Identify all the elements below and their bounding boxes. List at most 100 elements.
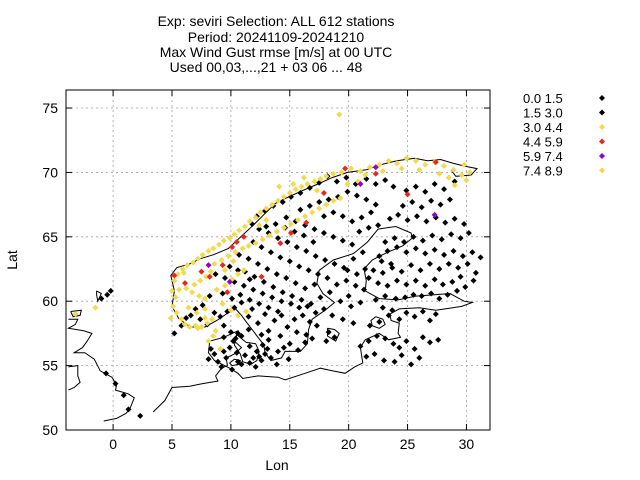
data-point-s0-59 <box>275 348 281 355</box>
data-point-s0-82 <box>411 345 418 352</box>
data-point-s0-237 <box>310 238 317 245</box>
data-point-s2-20 <box>263 205 270 212</box>
data-point-s3-0 <box>171 272 178 279</box>
data-point-s2-93 <box>300 174 307 181</box>
data-point-s2-76 <box>239 245 246 252</box>
data-point-s0-137 <box>464 260 471 267</box>
legend-label-0: 0.0 1.5 <box>523 91 563 106</box>
data-point-s0-194 <box>279 199 286 206</box>
data-point-s0-172 <box>418 204 425 211</box>
data-point-s0-100 <box>426 317 433 324</box>
data-point-s2-111 <box>230 258 237 265</box>
data-point-s0-263 <box>260 278 267 285</box>
data-point-s0-269 <box>317 294 324 301</box>
data-point-s0-232 <box>330 209 337 216</box>
data-point-s0-70 <box>303 331 310 338</box>
data-point-s2-49 <box>172 294 179 301</box>
data-point-s3-12 <box>342 165 349 172</box>
data-point-s0-133 <box>426 260 433 267</box>
data-point-s0-177 <box>412 183 419 190</box>
data-point-s2-113 <box>263 217 270 224</box>
data-point-s4-0 <box>205 262 212 269</box>
data-point-s0-158 <box>448 231 455 238</box>
data-point-s0-238 <box>300 232 307 239</box>
x-tick-label-0: 0 <box>109 436 117 452</box>
data-point-s0-304 <box>357 299 364 306</box>
data-point-s0-49 <box>252 363 259 370</box>
legend-label-3: 4.4 5.9 <box>523 135 563 150</box>
data-point-s0-254 <box>292 280 299 287</box>
coastline-path-7 <box>70 309 82 318</box>
data-point-s4-1 <box>226 278 233 285</box>
data-point-s2-30 <box>323 173 330 180</box>
data-point-s2-18 <box>252 214 259 221</box>
data-point-s3-1 <box>198 268 205 275</box>
data-point-s0-83 <box>419 334 426 341</box>
data-point-s0-183 <box>382 177 389 184</box>
data-point-s0-63 <box>302 339 309 346</box>
data-point-s0-247 <box>286 258 293 265</box>
data-point-s5-0 <box>201 314 208 321</box>
y-tick-label-4: 70 <box>42 164 58 180</box>
data-point-s0-282 <box>222 275 228 282</box>
title-line-2: Period: 20241109-20241210 <box>188 29 365 45</box>
data-point-s0-110 <box>428 290 435 297</box>
coastline-path-2 <box>233 334 260 365</box>
data-point-s3-17 <box>224 289 231 296</box>
data-point-s0-309 <box>388 260 395 267</box>
data-point-s2-47 <box>451 182 458 189</box>
title-line-1: Exp: seviri Selection: ALL 612 stations <box>158 13 395 29</box>
data-point-s2-22 <box>275 197 281 204</box>
data-point-s0-192 <box>297 190 304 197</box>
data-point-s0-67 <box>265 336 272 343</box>
x-tick-label-5: 25 <box>400 436 416 452</box>
data-point-s0-170 <box>399 202 406 209</box>
data-point-s3-2 <box>206 273 213 280</box>
data-point-s2-64 <box>189 289 196 296</box>
data-point-s2-32 <box>338 169 345 176</box>
data-point-s0-8 <box>171 330 178 337</box>
data-point-s2-106 <box>205 338 212 345</box>
data-point-s0-92 <box>416 354 423 361</box>
data-point-s0-118 <box>439 281 446 288</box>
data-point-s0-297 <box>333 281 340 288</box>
data-point-s0-36 <box>226 344 233 351</box>
data-point-s0-42 <box>229 366 236 373</box>
data-point-s0-179 <box>390 183 397 190</box>
data-point-s2-114 <box>313 187 320 194</box>
data-point-s0-108 <box>410 291 417 298</box>
data-point-s0-228 <box>368 209 375 216</box>
data-point-s2-34 <box>357 168 364 175</box>
data-point-s0-119 <box>431 276 438 283</box>
data-point-s2-40 <box>412 157 419 164</box>
data-point-s2-26 <box>298 183 305 190</box>
data-point-s2-12 <box>220 237 227 244</box>
y-axis-label: Lat <box>4 250 20 270</box>
data-point-s2-35 <box>366 164 373 171</box>
data-point-s0-211 <box>349 241 356 248</box>
data-point-s0-66 <box>259 342 266 348</box>
data-point-s2-119 <box>416 166 423 173</box>
axis-ticks: 0 5 10 15 20 25 30 50 55 60 65 70 75 <box>42 90 490 452</box>
data-point-s0-45 <box>246 360 253 367</box>
data-point-s2-115 <box>344 181 351 188</box>
data-point-s0-265 <box>279 289 286 296</box>
data-point-s0-311 <box>353 271 360 278</box>
data-point-s0-30 <box>306 318 313 325</box>
data-point-s2-81 <box>273 228 280 235</box>
data-point-s0-230 <box>349 218 356 225</box>
data-point-s2-5 <box>184 262 191 269</box>
data-point-s0-235 <box>375 222 382 229</box>
data-point-s0-40 <box>214 358 221 365</box>
coastline <box>66 157 478 422</box>
data-point-s0-144 <box>431 246 438 253</box>
data-point-s3-13 <box>372 170 379 177</box>
data-point-s0-292 <box>265 304 272 311</box>
data-point-s0-15 <box>217 313 224 320</box>
y-tick-label-1: 55 <box>42 358 58 374</box>
data-point-s0-310 <box>362 266 369 273</box>
data-point-s0-283 <box>212 271 219 278</box>
data-point-s0-140 <box>469 249 476 256</box>
data-point-s3-7 <box>258 273 265 280</box>
data-point-s0-180 <box>431 181 438 188</box>
